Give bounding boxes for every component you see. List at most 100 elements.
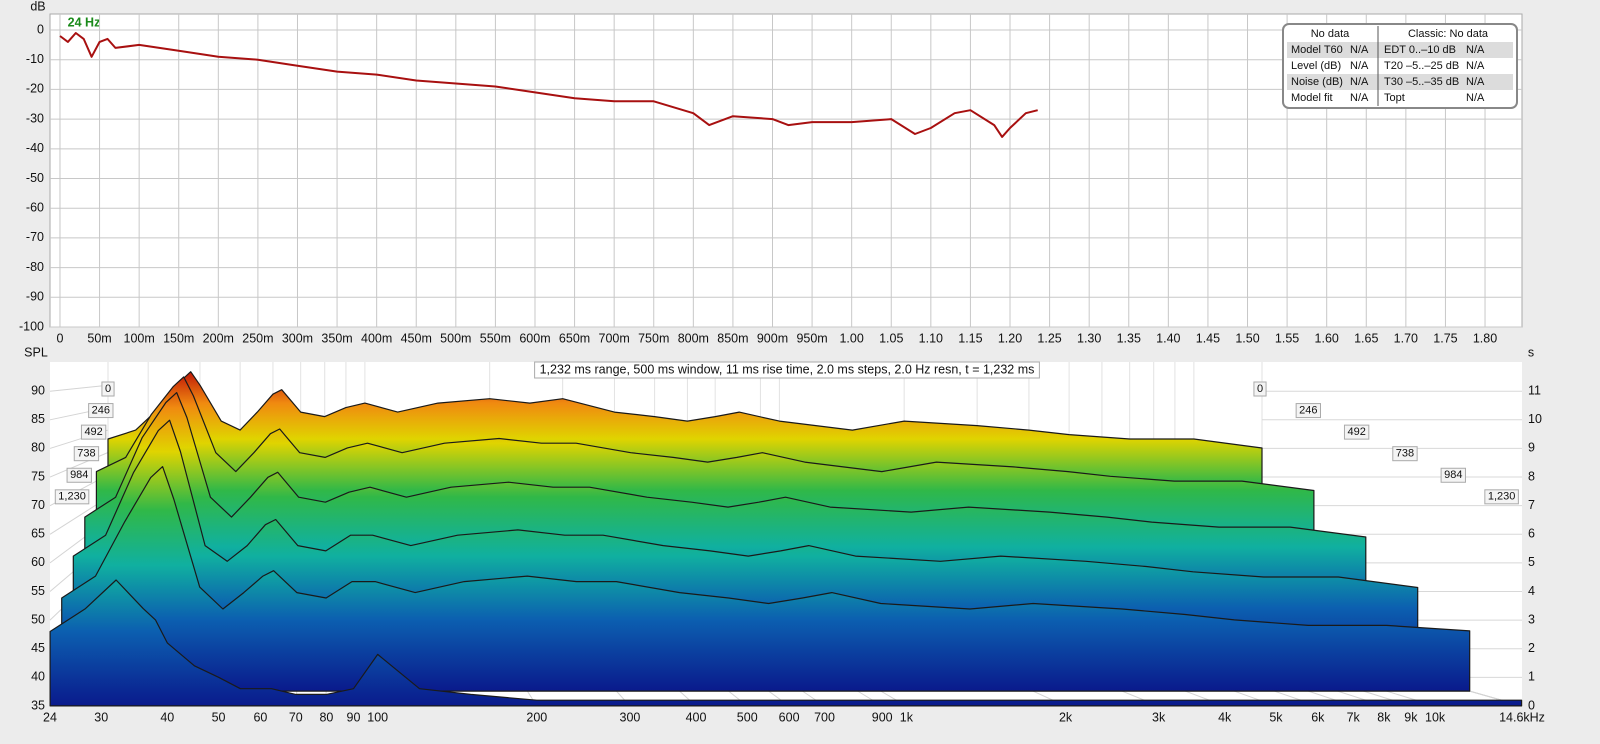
- x-tick-label: 300: [620, 710, 641, 724]
- y2-tick-label: 1: [1528, 670, 1535, 684]
- x-tick-label: 1.25: [1037, 331, 1061, 345]
- x-tick-label: 40: [160, 710, 174, 724]
- time-tick-box: [1484, 489, 1519, 505]
- x-tick-label: 6k: [1311, 710, 1325, 724]
- y-tick-label: -70: [26, 230, 44, 244]
- waterfall-subtitle: 1,232 ms range, 500 ms window, 11 ms ris…: [540, 362, 1035, 376]
- time-tick-label: 984: [70, 469, 88, 481]
- x-tick-label: 50: [212, 710, 226, 724]
- x-tick-label: 1.45: [1196, 331, 1220, 345]
- y-tick-label: 55: [31, 584, 45, 598]
- time-tick-label: 492: [1347, 426, 1365, 438]
- x-tick-label: 1.60: [1315, 331, 1339, 345]
- table-cell: Model T60: [1291, 44, 1343, 56]
- y-tick-label: -60: [26, 201, 44, 215]
- x-tick-label: 1.10: [919, 331, 943, 345]
- y-tick-label: 0: [37, 22, 44, 36]
- x-tick-label: 1.00: [839, 331, 863, 345]
- y2-tick-label: 5: [1528, 555, 1535, 569]
- x-tick-label: 5k: [1269, 710, 1283, 724]
- time-tick-box: [1440, 467, 1466, 483]
- y-tick-label: -30: [26, 111, 44, 125]
- decay-line: [59, 32, 1038, 138]
- table-cell: N/A: [1466, 92, 1485, 104]
- table-cell: Noise (dB): [1291, 76, 1343, 88]
- x-tick-label: 750m: [638, 331, 669, 345]
- time-tick-box: [66, 467, 92, 483]
- y2-tick-label: 11: [1528, 383, 1541, 397]
- table-cell: Level (dB): [1291, 60, 1341, 72]
- table-cell: Topt: [1384, 92, 1405, 104]
- x-tick-label: 9k: [1404, 710, 1418, 724]
- time-tick-box: [1253, 381, 1267, 397]
- x-tick-label: 50m: [87, 331, 111, 345]
- y-tick-label: -50: [26, 171, 44, 185]
- time-tick-label: 1,230: [58, 491, 86, 503]
- info-table: No data Classic: No data Model T60 N/A EDT 0…: [1282, 23, 1518, 109]
- time-tick-box: [1392, 446, 1418, 462]
- x-tick-label: 80: [319, 710, 333, 724]
- x-tick-label: 70: [289, 710, 303, 724]
- y2-tick-label: 0: [1528, 698, 1535, 712]
- x-tick-label: 450m: [401, 331, 432, 345]
- x-tick-label: 8k: [1377, 710, 1391, 724]
- y2-tick-label: 7: [1528, 498, 1535, 512]
- time-tick-box: [88, 403, 114, 419]
- x-tick-label: 1.80: [1473, 331, 1497, 345]
- time-tick-label: 984: [1444, 469, 1462, 481]
- x-tick-label: 60: [253, 710, 267, 724]
- y-tick-label: -90: [26, 290, 44, 304]
- time-tick-box: [73, 446, 100, 462]
- x-tick-label: 500: [737, 710, 758, 724]
- waterfall-slice: [61, 466, 1471, 692]
- x-tick-label: 1.15: [958, 331, 982, 345]
- x-tick-label: 1.30: [1077, 331, 1101, 345]
- time-tick-box: [80, 424, 107, 440]
- x-tick-label: 1.05: [879, 331, 903, 345]
- table-row-shade: [1287, 42, 1513, 58]
- x-tick-label: 3k: [1152, 710, 1166, 724]
- time-tick-label: 0: [105, 383, 111, 395]
- y2-tick-label: 6: [1528, 527, 1535, 541]
- x-tick-label: 200m: [203, 331, 234, 345]
- y-tick-label: 50: [31, 612, 45, 626]
- x-tick-label: 0: [56, 331, 63, 345]
- y-tick-label: 65: [31, 527, 45, 541]
- time-tick-label: 246: [92, 404, 110, 416]
- y-tick-label: 40: [31, 670, 45, 684]
- x-tick-label: 1k: [900, 710, 914, 724]
- x-tick-label: 1.35: [1117, 331, 1141, 345]
- x-tick-label: 550m: [480, 331, 511, 345]
- x-tick-label: 850m: [717, 331, 748, 345]
- x-tick-label: 10k: [1425, 710, 1446, 724]
- time-tick-box: [101, 381, 115, 397]
- y-axis-label: SPL: [24, 345, 48, 359]
- time-tick-label: 738: [77, 448, 95, 460]
- x-tick-label: 14.6kHz: [1499, 710, 1545, 724]
- x-tick-label: 100: [367, 710, 388, 724]
- y2-axis-label: s: [1528, 345, 1534, 359]
- y2-tick-label: 2: [1528, 641, 1535, 655]
- table-cell: N/A: [1350, 60, 1369, 72]
- y-tick-label: -10: [26, 52, 44, 66]
- y-tick-label: 80: [31, 441, 45, 455]
- table-cell: T30 –5..–35 dB: [1384, 76, 1459, 88]
- table-cell: T20 –5..–25 dB: [1384, 60, 1459, 72]
- x-tick-label: 700m: [599, 331, 630, 345]
- x-tick-label: 600: [779, 710, 800, 724]
- x-tick-label: 950m: [796, 331, 827, 345]
- x-tick-label: 650m: [559, 331, 590, 345]
- x-tick-label: 1.70: [1394, 331, 1418, 345]
- x-tick-label: 100m: [124, 331, 155, 345]
- x-tick-label: 800m: [678, 331, 709, 345]
- x-tick-label: 4k: [1218, 710, 1232, 724]
- x-tick-label: 400m: [361, 331, 392, 345]
- x-tick-label: 300m: [282, 331, 313, 345]
- x-tick-label: 400: [686, 710, 707, 724]
- x-tick-label: 1.20: [998, 331, 1022, 345]
- y-tick-label: 75: [31, 469, 45, 483]
- y-tick-label: -80: [26, 260, 44, 274]
- y-tick-label: -100: [19, 319, 44, 333]
- y-tick-label: 90: [31, 383, 45, 397]
